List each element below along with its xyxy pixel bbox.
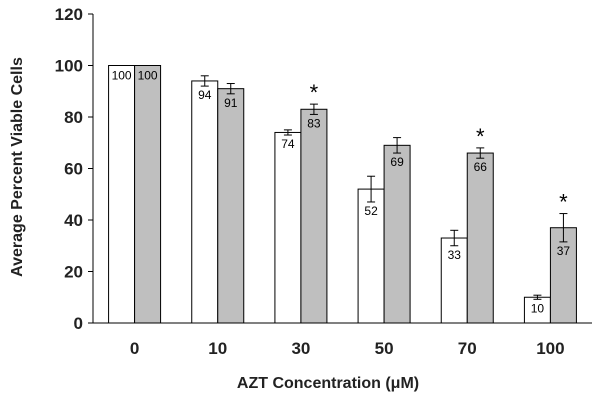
bar-s1-10: [191, 80, 219, 324]
data-label-s1-10: 94: [198, 88, 212, 102]
bars-layer: [108, 65, 577, 324]
bar-s2-70: [466, 152, 494, 324]
y-tick-label-60: 60: [64, 160, 83, 179]
bar-s2-30: [300, 108, 328, 324]
x-tick-label-50: 50: [375, 339, 394, 358]
bar-s1-50: [357, 188, 385, 324]
significance-star-70: *: [476, 124, 485, 149]
y-tick-label-120: 120: [55, 5, 83, 24]
x-tick-label-10: 10: [208, 339, 227, 358]
data-label-s2-50: 69: [390, 155, 404, 169]
bar-s2-10: [217, 88, 245, 324]
error-bars-layer: [200, 75, 568, 300]
x-tick-label-100: 100: [536, 339, 564, 358]
y-tick-label-100: 100: [55, 57, 83, 76]
y-axis-title: Average Percent Viable Cells: [9, 57, 26, 277]
data-label-s2-70: 66: [474, 160, 488, 174]
significance-star-100: *: [559, 190, 568, 215]
data-label-s2-30: 83: [307, 116, 321, 130]
significance-star-30: *: [310, 80, 319, 105]
y-tick-label-40: 40: [64, 211, 83, 230]
bar-s1-30: [274, 131, 302, 324]
data-label-s1-70: 33: [448, 248, 462, 262]
y-tick-label-0: 0: [74, 314, 83, 333]
axes-layer: 0 10 30 50 70 100 0 20 40 60 80 100 120: [55, 5, 592, 358]
bar-s1-0: [108, 65, 136, 324]
x-tick-label-30: 30: [291, 339, 310, 358]
x-tick-label-70: 70: [458, 339, 477, 358]
bar-s2-100: [549, 227, 577, 324]
data-label-s2-10: 91: [224, 96, 238, 110]
data-labels-layer: 100 100 94 91 74 83 * 52 69 33 66 * 10 37 *: [112, 69, 571, 316]
data-label-s2-100: 37: [557, 244, 571, 258]
y-tick-label-20: 20: [64, 263, 83, 282]
data-label-s2-0: 100: [138, 69, 158, 83]
y-tick-label-80: 80: [64, 108, 83, 127]
x-axis-title: AZT Concentration (μM): [237, 375, 419, 392]
bar-s2-50: [383, 144, 411, 324]
data-label-s1-30: 74: [281, 137, 295, 151]
data-label-s1-0: 100: [112, 69, 132, 83]
data-label-s1-100: 10: [531, 301, 545, 315]
bar-s1-70: [440, 237, 468, 324]
x-tick-label-0: 0: [130, 339, 139, 358]
bar-s2-0: [134, 65, 162, 324]
data-label-s1-50: 52: [364, 204, 378, 218]
